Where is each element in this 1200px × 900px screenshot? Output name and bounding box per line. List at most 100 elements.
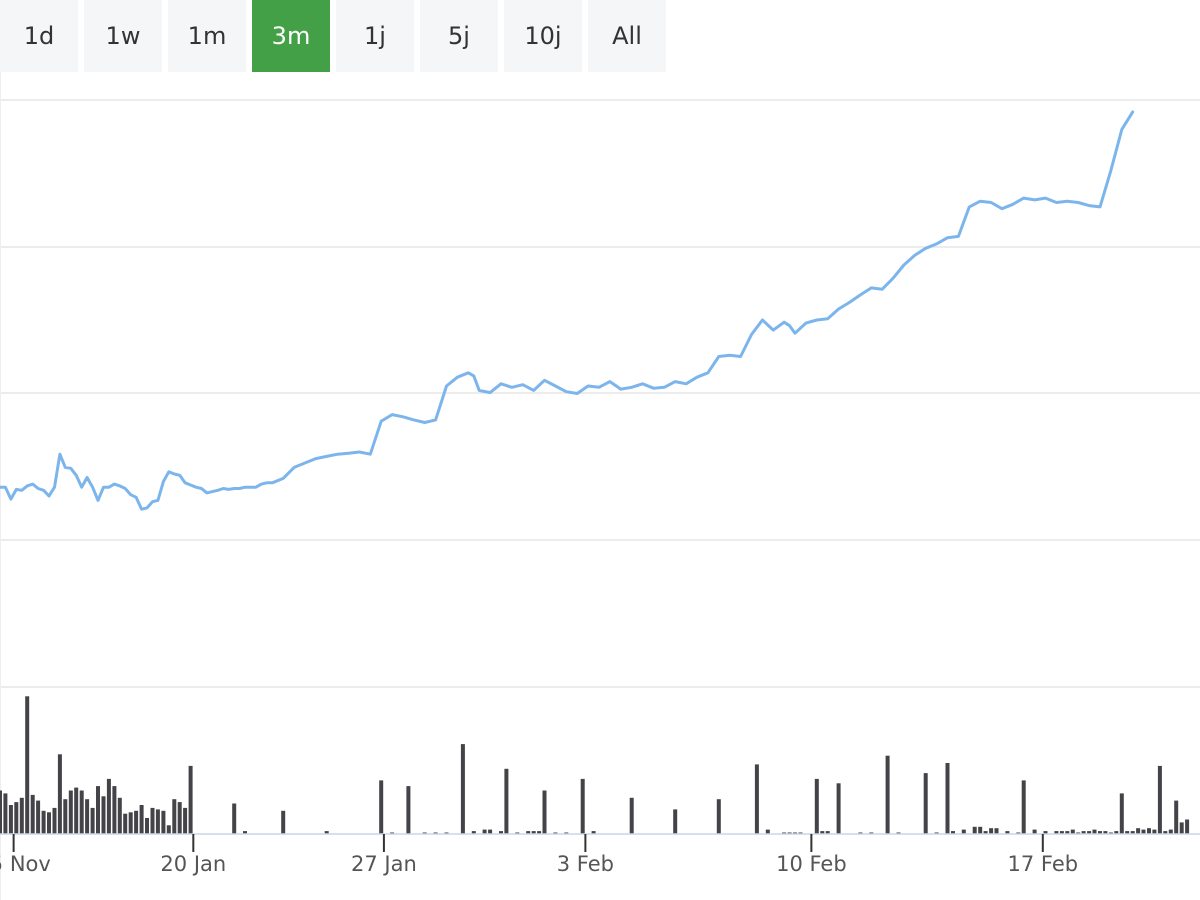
volume-bar [580, 778, 585, 834]
x-tick-label: 17 Feb [1008, 852, 1079, 876]
volume-bar [19, 797, 24, 835]
range-button-1w[interactable]: 1w [84, 0, 162, 72]
volume-bar [90, 807, 95, 834]
volume-bar [30, 794, 35, 835]
volume-bar [1119, 793, 1124, 834]
volume-bar [499, 831, 503, 834]
volume-bar [482, 829, 487, 834]
volume-bar [79, 790, 84, 834]
volume-bar [36, 800, 41, 834]
volume-bar [166, 825, 171, 834]
volume-bar [1141, 829, 1146, 834]
x-tick-label: 25 Nov [0, 852, 51, 876]
volume-bar [1179, 822, 1184, 834]
volume-bar [564, 832, 569, 834]
volume-bar [1168, 829, 1173, 834]
volume-bar [14, 802, 19, 834]
volume-bar [85, 799, 90, 834]
volume-bar [978, 826, 983, 835]
volume-bar [542, 790, 547, 834]
volume-bar [1087, 831, 1092, 834]
volume-bar [951, 831, 955, 834]
volume-bar [488, 829, 493, 834]
volume-bar [787, 832, 792, 834]
volume-bar [934, 832, 939, 834]
range-button-3m[interactable]: 3m [252, 0, 330, 72]
volume-bar [531, 831, 536, 834]
volume-bar [25, 696, 30, 835]
volume-bar [52, 807, 57, 834]
volume-bar [858, 832, 863, 834]
volume-bar [885, 755, 890, 834]
volume-bar [161, 810, 166, 834]
volume-bar [74, 787, 79, 834]
volume-bar [983, 831, 988, 834]
volume-bar [1043, 831, 1048, 834]
volume-bar [765, 829, 770, 834]
volume-bar [1016, 832, 1021, 834]
range-button-1d[interactable]: 1d [0, 0, 78, 72]
volume-bar [1005, 831, 1010, 834]
volume-bar [945, 763, 950, 834]
volume-bar [47, 812, 51, 835]
x-tick-label: 3 Feb [557, 852, 614, 876]
volume-bar [145, 818, 149, 834]
volume-bar [869, 832, 874, 834]
volume-bar [1130, 831, 1135, 834]
volume-bar [444, 832, 449, 834]
volume-bar [814, 778, 819, 834]
volume-bar [1098, 831, 1102, 834]
volume-bar [1163, 831, 1168, 834]
volume-bar [836, 783, 841, 835]
range-button-5j[interactable]: 5j [420, 0, 498, 72]
range-button-1m[interactable]: 1m [168, 0, 246, 72]
volume-bar [41, 810, 46, 834]
volume-bar [1070, 829, 1075, 834]
volume-bar [460, 744, 465, 834]
volume-bar [177, 802, 182, 834]
volume-bar [123, 813, 128, 834]
volume-bar [994, 828, 999, 834]
volume-bar [1136, 828, 1141, 834]
volume-bar [1054, 831, 1059, 834]
range-button-10j[interactable]: 10j [504, 0, 582, 72]
volume-bar [1185, 819, 1190, 834]
volume-bar [172, 799, 177, 834]
volume-bar [1092, 829, 1097, 834]
volume-bar [591, 831, 596, 834]
x-tick-label: 10 Feb [776, 852, 847, 876]
volume-bar [1032, 829, 1037, 834]
volume-bar [471, 831, 476, 834]
volume-bar [1021, 780, 1026, 834]
range-button-1j[interactable]: 1j [336, 0, 414, 72]
volume-bar [8, 805, 13, 834]
volume-bar [101, 796, 106, 834]
x-tick-label: 27 Jan [351, 852, 417, 876]
volume-bar [553, 832, 558, 834]
volume-bar [793, 832, 797, 834]
volume-bar [896, 832, 901, 834]
volume-bar [1108, 832, 1113, 834]
volume-bar [1081, 831, 1086, 834]
volume-bar [96, 786, 100, 834]
price-line [0, 110, 1135, 511]
volume-bar [798, 832, 803, 834]
volume-bar [57, 754, 62, 835]
volume-bar [754, 764, 759, 834]
volume-bar [526, 831, 531, 834]
volume-bar [433, 832, 438, 834]
volume-bar [1157, 765, 1162, 834]
volume-bar [629, 797, 634, 835]
volume-bar [128, 812, 133, 835]
volume-bar [1114, 831, 1119, 834]
volume-bar [820, 831, 825, 834]
volume-bar [673, 809, 678, 835]
volume-bar [243, 831, 247, 834]
volume-bar [68, 790, 73, 834]
range-button-all[interactable]: All [588, 0, 666, 72]
volume-bar [1076, 832, 1081, 834]
volume-bar [112, 786, 117, 834]
volume-bar [1152, 829, 1157, 834]
volume-bar [183, 807, 188, 834]
